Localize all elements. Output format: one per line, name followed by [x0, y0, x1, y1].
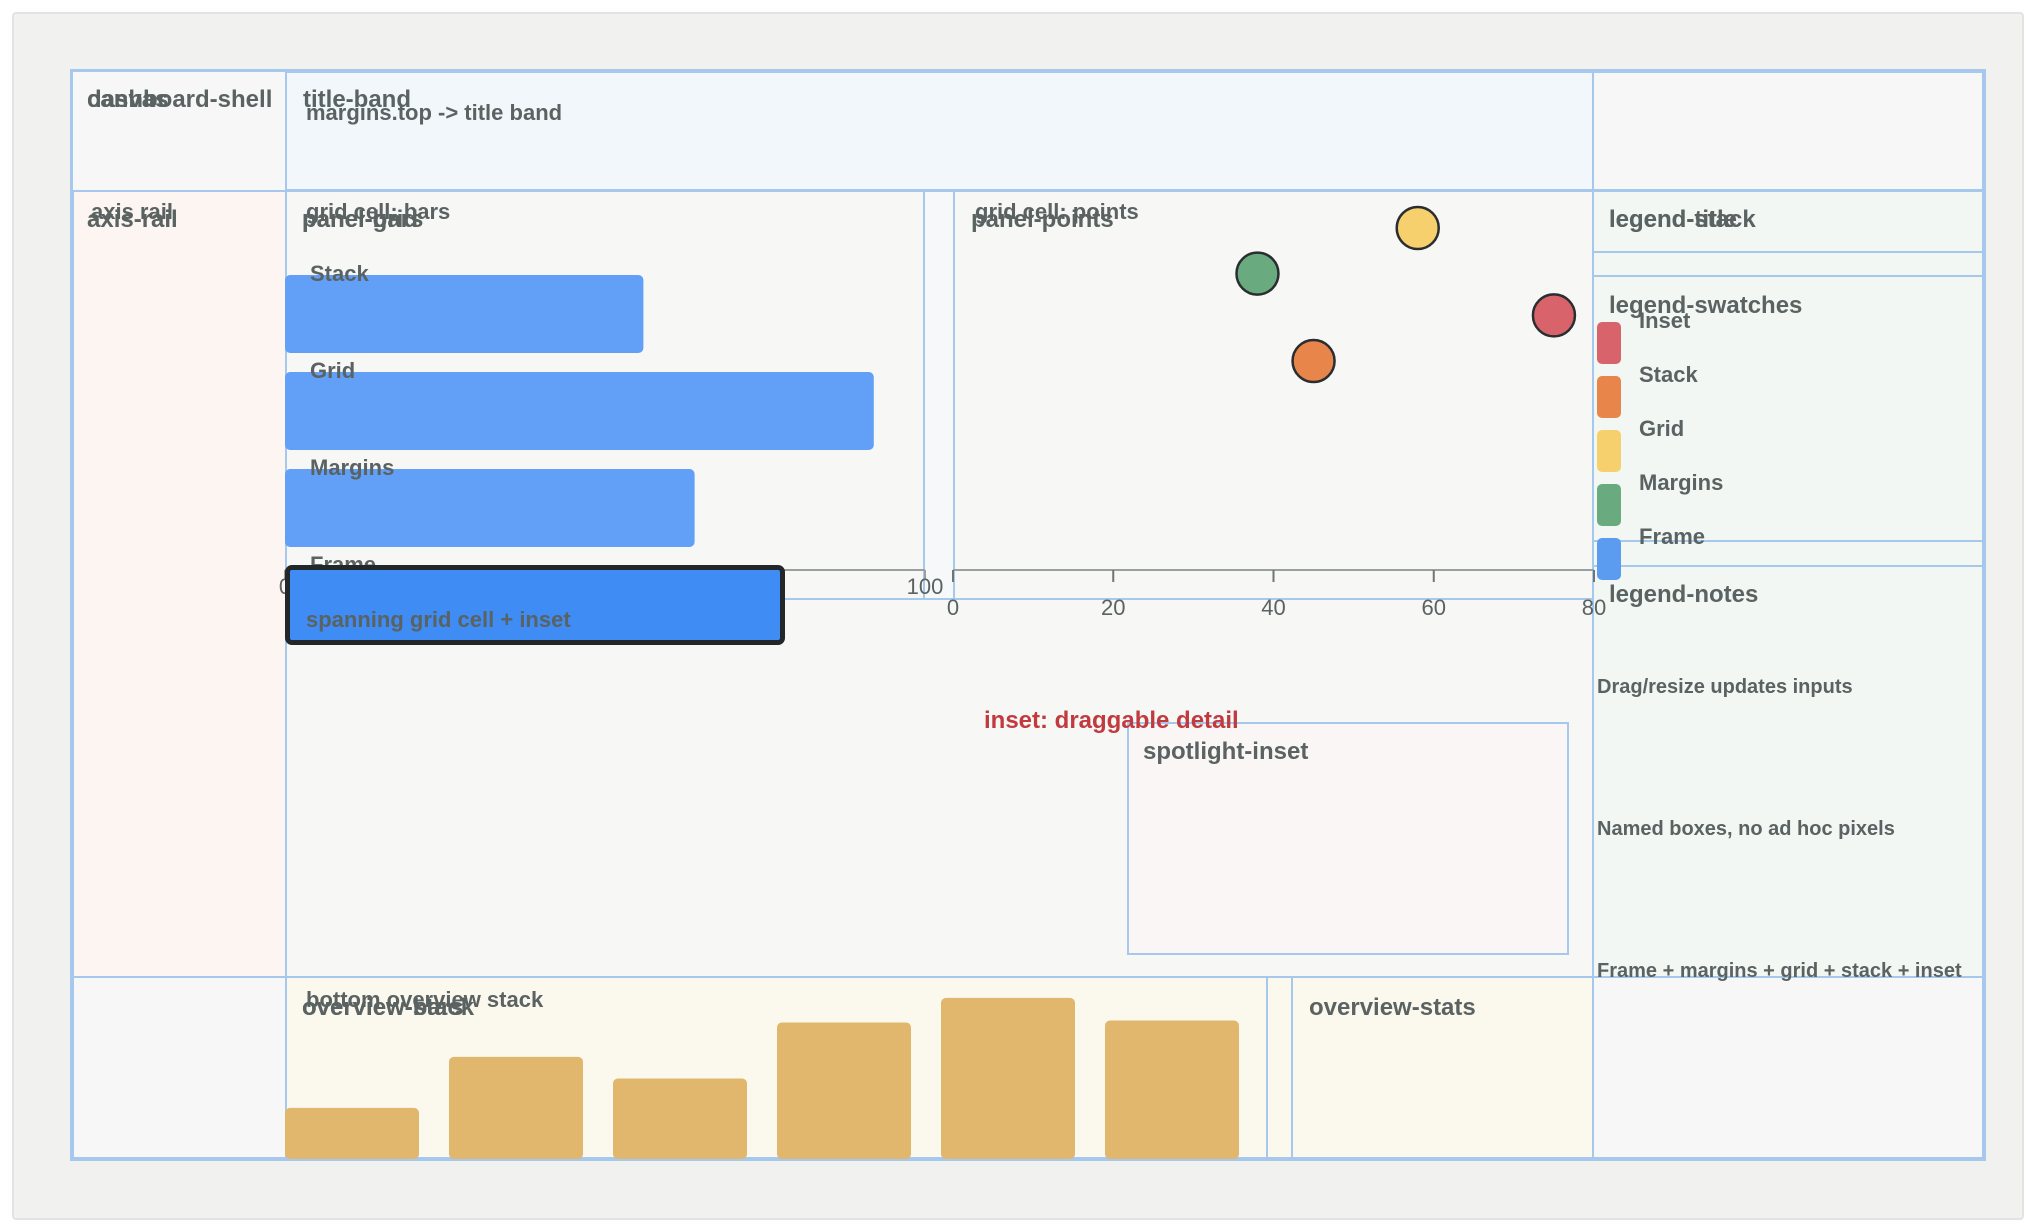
legend-notes-label: legend-notes	[1609, 581, 1759, 608]
legend-label-frame: Frame	[1639, 524, 1706, 549]
bars-chart: StackGridMarginsFrame0100	[279, 261, 943, 599]
legend-title-label: legend-title	[1609, 206, 1738, 233]
spanning-grid-cell[interactable]	[285, 565, 785, 645]
grid-gap	[923, 190, 955, 600]
overview-bar-4	[941, 997, 1075, 1159]
points-x-tick-label: 80	[1582, 595, 1606, 620]
panel-bars-label: panel-bars	[302, 206, 424, 233]
overview-bars-label: overview-bars	[302, 994, 464, 1021]
bar-label-margins: Margins	[310, 455, 394, 480]
panel-points-label: panel-points	[971, 206, 1114, 233]
overview-bar-3	[777, 1022, 911, 1159]
canvas-label: canvas	[87, 86, 169, 113]
legend-label-inset: Inset	[1639, 308, 1691, 333]
legend-notes-box	[1592, 540, 1984, 567]
legend-label-margins: Margins	[1639, 470, 1724, 495]
overview-bar-5	[1105, 1020, 1239, 1159]
axis-rail-box	[72, 190, 287, 978]
inset-caption: inset: draggable detail	[984, 707, 1239, 734]
bar-label-stack: Stack	[310, 261, 369, 286]
legend-note-3: Frame + margins + grid + stack + inset	[1597, 960, 1962, 982]
panel-points-box	[953, 190, 1594, 600]
legend-swatch-grid	[1597, 430, 1621, 472]
spotlight-inset[interactable]	[1127, 722, 1569, 955]
title-band-label: title-band	[303, 86, 411, 113]
point-margins	[1235, 251, 1280, 296]
legend-swatch-inset	[1597, 322, 1621, 364]
overview-bars-box	[285, 976, 1268, 1159]
points-x-tick-label: 40	[1261, 595, 1285, 620]
point-inset	[1531, 293, 1577, 338]
bottom-right-box	[1592, 976, 1984, 1159]
legend-swatches-box	[1592, 275, 1984, 542]
legend-title-box	[1592, 190, 1984, 253]
overview-bar-2	[613, 1078, 747, 1159]
overview-stack-label: overview-stack	[302, 994, 475, 1021]
points-chart: 0 20 40 60 80	[947, 205, 1606, 620]
title-band-note: margins.top -> title band	[306, 100, 563, 125]
legend-label-grid: Grid	[1639, 416, 1685, 441]
legend-label-stack: Stack	[1639, 362, 1698, 387]
grid-cell-bars-label: grid cell: bars	[306, 199, 451, 224]
points-x-tick-label: 60	[1422, 595, 1446, 620]
point-stack	[1291, 338, 1336, 384]
bar-label-grid: Grid	[310, 358, 355, 383]
point-grid	[1395, 205, 1440, 251]
overview-bar-1	[449, 1056, 583, 1159]
panel-grid-label: panel-grid	[302, 206, 419, 233]
legend-swatch-stack	[1597, 376, 1621, 418]
legend-swatch-margins	[1597, 484, 1621, 526]
overview-chart	[285, 997, 1239, 1159]
legend-swatches-label: legend-swatches	[1609, 292, 1803, 319]
bottom-left-box	[72, 976, 287, 1159]
bars-x-tick-label: 100	[907, 574, 944, 599]
right-top-box	[1592, 71, 1984, 191]
points-x-tick-label: 0	[947, 595, 959, 620]
overview-stats-box	[1291, 976, 1594, 1159]
bar-grid	[285, 372, 874, 450]
grid-cell-points-label: grid cell: points	[975, 199, 1139, 224]
points-x-tick-label: 20	[1101, 595, 1125, 620]
bar-margins	[285, 469, 695, 547]
legend-swatch-frame	[1597, 538, 1621, 580]
spotlight-inset-label: spotlight-inset	[1143, 738, 1309, 765]
overview-stats-label: overview-stats	[1309, 994, 1476, 1021]
spanning-label: spanning grid cell + inset	[306, 607, 571, 632]
axis-rail-small-label: axis rail	[91, 199, 173, 224]
dashboard-shell-label: dashboard-shell	[87, 86, 273, 113]
bottom-overview-stack-label: bottom overview stack	[306, 987, 544, 1012]
legend-stack-label: legend-stack	[1609, 206, 1756, 233]
legend-note-2: Named boxes, no ad hoc pixels	[1597, 818, 1895, 840]
axis-rail-label: axis-rail	[87, 206, 178, 233]
overview-bar-0	[285, 1107, 419, 1159]
bar-stack	[285, 275, 644, 353]
legend-note-1: Drag/resize updates inputs	[1597, 676, 1853, 698]
